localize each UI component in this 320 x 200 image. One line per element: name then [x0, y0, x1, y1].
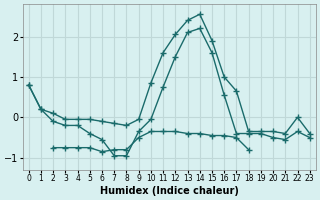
X-axis label: Humidex (Indice chaleur): Humidex (Indice chaleur)	[100, 186, 239, 196]
